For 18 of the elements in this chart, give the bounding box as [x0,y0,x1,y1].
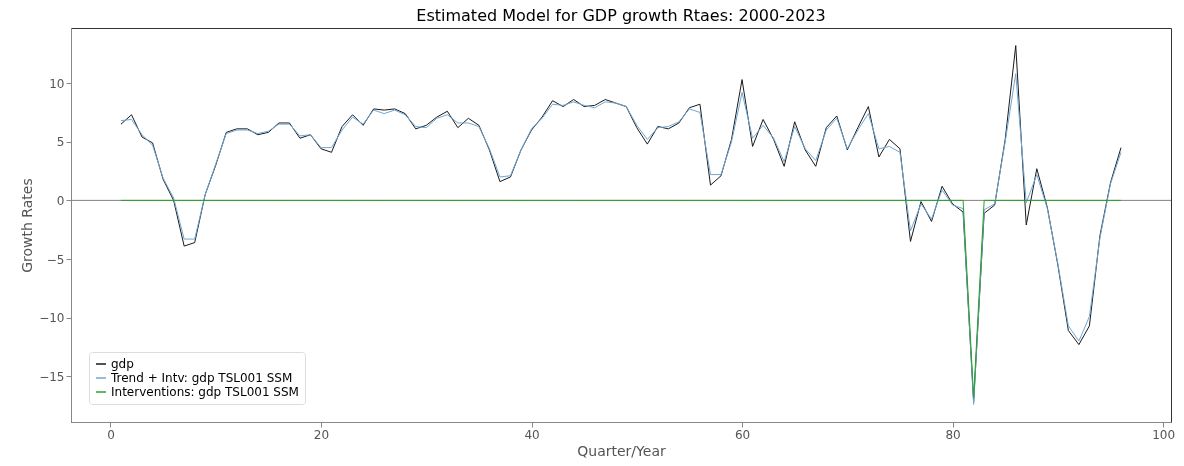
y-tick-label: −10 [39,311,65,326]
chart-title: Estimated Model for GDP growth Rtaes: 2000-2023 [416,6,826,25]
x-tick-label: 0 [107,427,115,442]
y-tick-label: 0 [56,193,65,208]
y-tick-label: −5 [46,252,65,267]
x-tick-label: 80 [945,427,961,442]
legend-label: Interventions: gdp TSL001 SSM [111,385,299,399]
legend-label: gdp [111,357,134,371]
x-tick-label: 100 [1152,427,1176,442]
x-axis-title: Quarter/Year [577,442,666,459]
x-tick-label: 60 [734,427,751,442]
y-axis-title: Growth Rates [19,178,36,273]
x-tick-label: 20 [313,427,330,442]
y-tick-label: 10 [49,76,65,91]
x-tick-label: 40 [524,427,540,442]
y-tick-label: 5 [56,135,65,150]
y-tick-label: −15 [39,369,65,384]
legend-label: Trend + Intv: gdp TSL001 SSM [110,371,293,385]
